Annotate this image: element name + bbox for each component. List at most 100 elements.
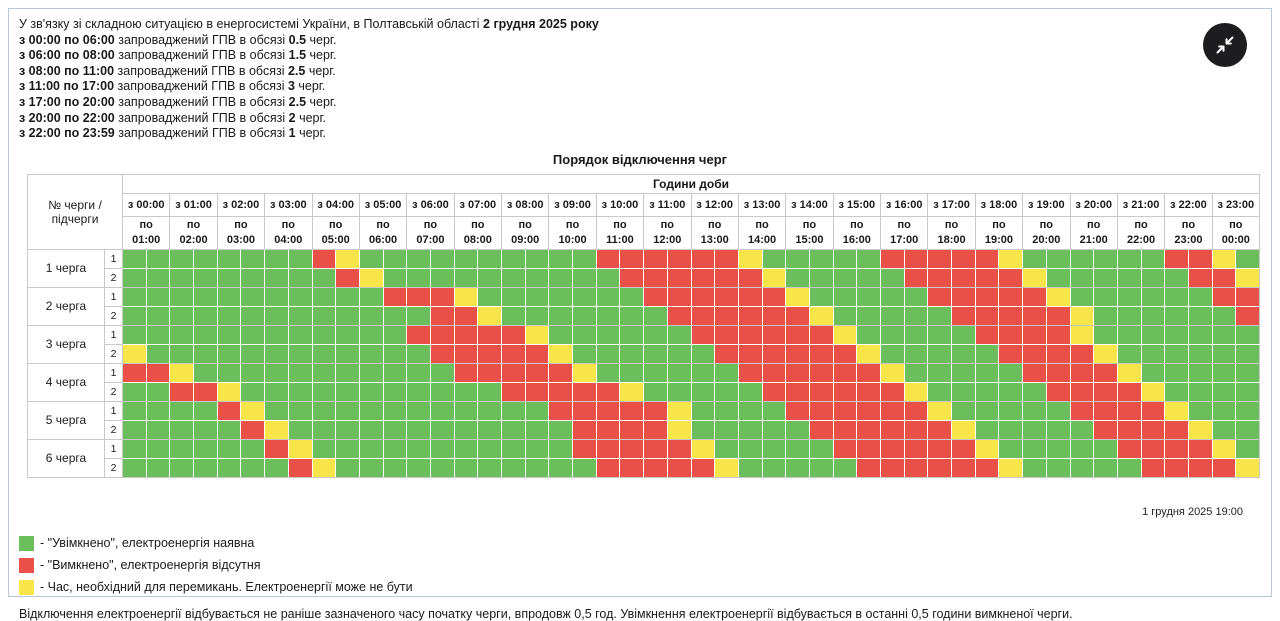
grid-cell — [1164, 362, 1189, 383]
grid-cell — [785, 362, 810, 383]
grid-cell — [358, 305, 384, 326]
grid-cell — [358, 267, 384, 288]
grid-cell — [714, 324, 739, 345]
grid-cell — [501, 362, 526, 383]
grid-cell — [951, 457, 976, 478]
grid-cell — [595, 457, 621, 478]
grid-cell — [501, 343, 526, 364]
grid-cell — [287, 381, 313, 402]
grid-cell — [1211, 381, 1237, 402]
grid-cell — [382, 305, 408, 326]
grid-cell — [501, 267, 526, 288]
grid-cell — [643, 362, 668, 383]
grid-cell — [1093, 267, 1118, 288]
grid-cell — [477, 305, 502, 326]
hour-column-from: з 23:00 — [1211, 192, 1261, 217]
grid-cell — [808, 248, 834, 269]
grid-cell — [358, 419, 384, 440]
subqueue-label: 2 — [104, 305, 123, 326]
grid-cell — [1211, 457, 1237, 478]
grid-cell — [690, 362, 716, 383]
grid-cell — [1022, 457, 1047, 478]
grid-cell — [1235, 381, 1260, 402]
grid-cell — [240, 400, 266, 421]
grid-cell — [737, 438, 763, 459]
grid-cell — [1140, 400, 1166, 421]
grid-cell — [501, 438, 526, 459]
grid-cell — [1093, 438, 1118, 459]
grid-cell — [548, 400, 574, 421]
grid-cell — [1093, 362, 1118, 383]
grid-cell — [1187, 324, 1213, 345]
grid-cell — [880, 457, 905, 478]
grid-cell — [832, 324, 858, 345]
grid-cell — [169, 286, 195, 307]
grid-cell — [572, 438, 597, 459]
grid-cell — [240, 248, 266, 269]
grid-cell — [169, 419, 195, 440]
grid-cell — [145, 248, 171, 269]
grid-cell — [264, 248, 289, 269]
hour-column-from: з 20:00 — [1069, 192, 1118, 217]
grid-cell — [1116, 457, 1142, 478]
hour-column-from: з 07:00 — [453, 192, 503, 217]
grid-cell — [1069, 438, 1095, 459]
grid-cell — [501, 305, 526, 326]
grid-cell — [832, 381, 858, 402]
grid-cell — [122, 400, 147, 421]
grid-cell — [406, 286, 431, 307]
grid-cell — [1116, 381, 1142, 402]
hour-column-to: по 01:00 — [121, 215, 171, 250]
grid-cell — [216, 400, 242, 421]
grid-cell — [1022, 438, 1047, 459]
grid-cell — [524, 343, 550, 364]
grid-cell — [311, 381, 337, 402]
grid-cell — [951, 324, 976, 345]
grid-cell — [903, 362, 929, 383]
grid-cell — [406, 362, 431, 383]
grid-cell — [1187, 267, 1213, 288]
grid-cell — [927, 438, 953, 459]
grid-cell — [240, 438, 266, 459]
grid-cell — [595, 400, 621, 421]
grid-cell — [808, 286, 834, 307]
hour-column-from: з 02:00 — [216, 192, 266, 217]
queue-row: 2 — [28, 381, 1260, 402]
grid-cell — [264, 305, 289, 326]
grid-cell — [761, 305, 787, 326]
grid-cell — [169, 457, 195, 478]
grid-cell — [832, 438, 858, 459]
grid-cell — [524, 381, 550, 402]
grid-cell — [974, 381, 1000, 402]
grid-cell — [1211, 438, 1237, 459]
grid-cell — [524, 267, 550, 288]
hour-column-to: по 15:00 — [785, 215, 834, 250]
collapse-button[interactable] — [1203, 23, 1247, 67]
hour-column-to: по 18:00 — [927, 215, 976, 250]
grid-cell — [808, 324, 834, 345]
grid-cell — [572, 362, 597, 383]
hour-column-from: з 10:00 — [595, 192, 645, 217]
grid-cell — [666, 419, 692, 440]
grid-cell — [453, 381, 479, 402]
grid-cell — [880, 343, 905, 364]
grid-cell — [951, 305, 976, 326]
grid-cell — [856, 324, 881, 345]
grid-cell — [122, 305, 147, 326]
grid-cell — [1235, 267, 1260, 288]
schedule-line: з 17:00 по 20:00 запроваджений ГПВ в обс… — [19, 94, 337, 109]
subqueue-label: 2 — [104, 343, 123, 364]
grid-cell — [785, 343, 810, 364]
grid-cell — [453, 438, 479, 459]
grid-cell — [216, 324, 242, 345]
grid-cell — [974, 286, 1000, 307]
grid-cell — [690, 324, 716, 345]
grid-cell — [429, 419, 455, 440]
grid-cell — [453, 267, 479, 288]
legend-item: - "Увімкнено", електроенергія наявна — [19, 535, 1261, 551]
grid-cell — [358, 343, 384, 364]
grid-cell — [1140, 248, 1166, 269]
grid-cell — [406, 438, 431, 459]
grid-cell — [619, 457, 645, 478]
grid-cell — [619, 438, 645, 459]
